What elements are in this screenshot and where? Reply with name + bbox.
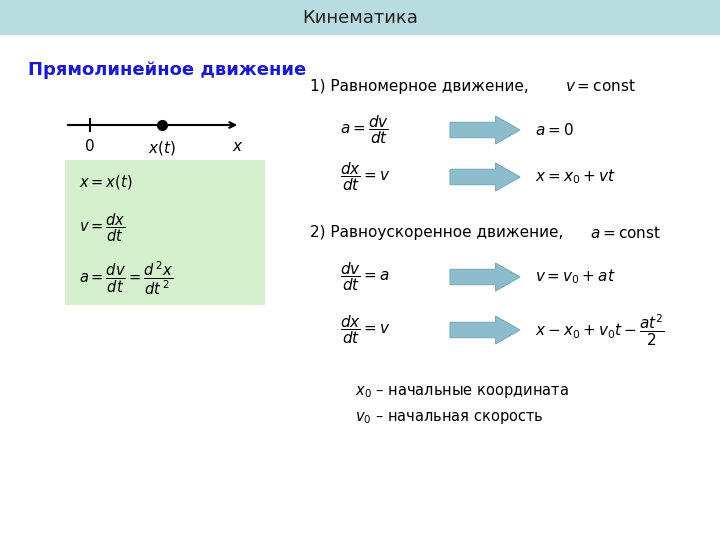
Text: $x(t)$: $x(t)$: [148, 139, 176, 157]
Polygon shape: [450, 163, 520, 191]
Text: $v = v_0 + at$: $v = v_0 + at$: [535, 268, 616, 286]
Text: 1) Равномерное движение,: 1) Равномерное движение,: [310, 78, 528, 93]
Polygon shape: [450, 316, 520, 344]
Text: $\dfrac{dx}{dt} = v$: $\dfrac{dx}{dt} = v$: [340, 314, 390, 346]
Text: $x$: $x$: [233, 139, 244, 154]
Text: 2) Равноускоренное движение,: 2) Равноускоренное движение,: [310, 226, 563, 240]
Text: $v = \mathrm{const}$: $v = \mathrm{const}$: [565, 78, 636, 94]
Text: $a = \dfrac{dv}{dt} = \dfrac{d^{\,2}x}{dt^{\,2}}$: $a = \dfrac{dv}{dt} = \dfrac{d^{\,2}x}{d…: [79, 259, 174, 297]
Text: $x = x(t)$: $x = x(t)$: [79, 173, 132, 191]
Text: $a = \mathrm{const}$: $a = \mathrm{const}$: [590, 225, 661, 241]
Text: Прямолинейное движение: Прямолинейное движение: [28, 61, 306, 79]
Bar: [0, 0, 720, 35]
Text: $x - x_0 + v_0 t - \dfrac{at^2}{2}$: $x - x_0 + v_0 t - \dfrac{at^2}{2}$: [535, 312, 665, 348]
Bar: [65, 160, 265, 305]
Text: $v = \dfrac{dx}{dt}$: $v = \dfrac{dx}{dt}$: [79, 212, 126, 244]
Text: $x_0$ – начальные координата: $x_0$ – начальные координата: [355, 384, 569, 400]
Text: Кинематика: Кинематика: [302, 9, 418, 26]
Text: $a = \dfrac{dv}{dt}$: $a = \dfrac{dv}{dt}$: [340, 113, 389, 146]
Text: 0: 0: [85, 139, 95, 154]
Text: $a = 0$: $a = 0$: [535, 122, 574, 138]
Polygon shape: [450, 116, 520, 144]
Polygon shape: [450, 263, 520, 291]
Text: $\dfrac{dx}{dt} = v$: $\dfrac{dx}{dt} = v$: [340, 160, 390, 193]
Text: $\dfrac{dv}{dt} = a$: $\dfrac{dv}{dt} = a$: [340, 261, 390, 293]
Text: $x = x_0 + vt$: $x = x_0 + vt$: [535, 167, 616, 186]
Text: $v_0$ – начальная скорость: $v_0$ – начальная скорость: [355, 410, 544, 426]
